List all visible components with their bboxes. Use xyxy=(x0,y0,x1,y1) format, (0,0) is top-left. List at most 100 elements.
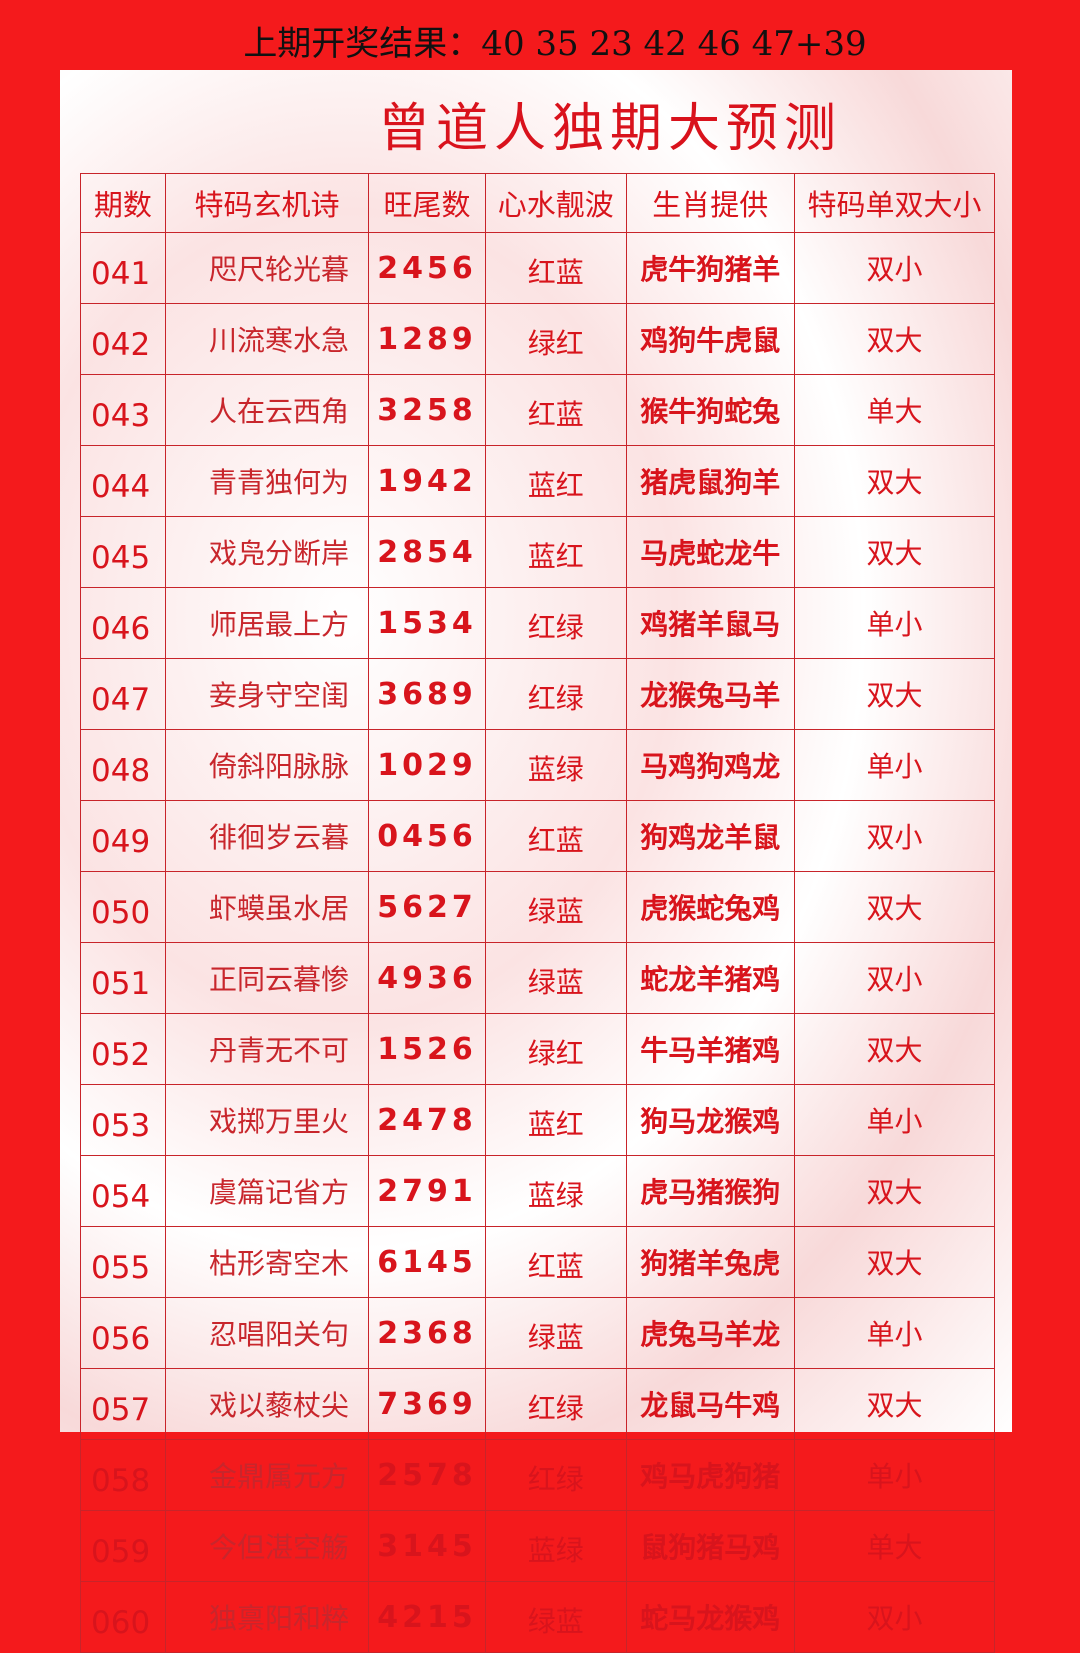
cell-poem: 虞篇记省方 xyxy=(164,1155,370,1227)
cell-wave-color: 绿蓝 xyxy=(484,942,627,1014)
cell-zodiac: 猪虎鼠狗羊 xyxy=(625,445,795,517)
cell-issue: 041 xyxy=(80,232,166,304)
cell-issue: 056 xyxy=(80,1297,166,1369)
cell-issue: 055 xyxy=(80,1226,166,1298)
column-header-odd-even-size: 特码单双大小 xyxy=(793,173,996,233)
cell-odd-even-size: 单小 xyxy=(793,1084,996,1156)
cell-issue: 046 xyxy=(80,587,166,659)
cell-lucky-tail: 1942 xyxy=(368,445,486,517)
cell-lucky-tail: 3258 xyxy=(368,374,486,446)
cell-issue: 053 xyxy=(80,1084,166,1156)
cell-lucky-tail: 1526 xyxy=(368,1013,486,1085)
cell-poem: 人在云西角 xyxy=(164,374,370,446)
cell-lucky-tail: 2456 xyxy=(368,232,486,304)
cell-wave-color: 红蓝 xyxy=(484,1226,627,1298)
cell-issue: 044 xyxy=(80,445,166,517)
cell-poem: 丹青无不可 xyxy=(164,1013,370,1085)
table-row: 045 戏凫分断岸 2854 蓝红 马虎蛇龙牛 双大 xyxy=(80,516,996,588)
cell-wave-color: 红蓝 xyxy=(484,800,627,872)
cell-odd-even-size: 单小 xyxy=(793,587,996,659)
cell-odd-even-size: 单小 xyxy=(793,729,996,801)
table-row: 049 徘徊岁云暮 0456 红蓝 狗鸡龙羊鼠 双小 xyxy=(80,800,996,872)
cell-lucky-tail: 6145 xyxy=(368,1226,486,1298)
table-row: 055 枯形寄空木 6145 红蓝 狗猪羊兔虎 双大 xyxy=(80,1226,996,1298)
table-row: 050 虾蟆虽水居 5627 绿蓝 虎猴蛇兔鸡 双大 xyxy=(80,871,996,943)
cell-zodiac: 狗鸡龙羊鼠 xyxy=(625,800,795,872)
cell-poem: 枯形寄空木 xyxy=(164,1226,370,1298)
cell-wave-color: 绿蓝 xyxy=(484,1297,627,1369)
cell-zodiac: 龙猴兔马羊 xyxy=(625,658,795,730)
cell-poem: 川流寒水急 xyxy=(164,303,370,375)
table-row: 042 川流寒水急 1289 绿红 鸡狗牛虎鼠 双大 xyxy=(80,303,996,375)
prediction-table: 期数 特码玄机诗 旺尾数 心水靓波 生肖提供 特码单双大小 041 咫尺轮光暮 2456 红蓝虎… xyxy=(80,173,996,1653)
cell-wave-color: 红蓝 xyxy=(484,232,627,304)
cell-issue: 042 xyxy=(80,303,166,375)
table-row: 052 丹青无不可 1526 绿红 牛马羊猪鸡 双大 xyxy=(80,1013,996,1085)
cell-odd-even-size: 单小 xyxy=(793,1297,996,1369)
cell-zodiac: 马虎蛇龙牛 xyxy=(625,516,795,588)
cell-zodiac: 蛇龙羊猪鸡 xyxy=(625,942,795,1014)
column-header-poem: 特码玄机诗 xyxy=(164,173,370,233)
page-title: 曾道人独期大预测 xyxy=(377,99,842,159)
cell-poem: 虾蟆虽水居 xyxy=(164,871,370,943)
cell-lucky-tail: 1289 xyxy=(368,303,486,375)
cell-issue: 054 xyxy=(80,1155,166,1227)
table-row: 044 青青独何为 1942 蓝红 猪虎鼠狗羊 双大 xyxy=(80,445,996,517)
cell-odd-even-size: 双大 xyxy=(793,871,996,943)
cell-zodiac: 鸡猪羊鼠马 xyxy=(625,587,795,659)
cell-odd-even-size: 单小 xyxy=(793,1439,996,1511)
cell-lucky-tail: 1534 xyxy=(368,587,486,659)
table-row: 054 虞篇记省方 2791 蓝绿 虎马猪猴狗 双大 xyxy=(80,1155,996,1227)
cell-zodiac: 鼠狗猪马鸡 xyxy=(625,1510,795,1582)
cell-wave-color: 绿红 xyxy=(484,303,627,375)
table-row: 060 独禀阳和粹 4215 绿蓝 蛇马龙猴鸡 双小 xyxy=(80,1581,996,1653)
cell-zodiac: 鸡狗牛虎鼠 xyxy=(625,303,795,375)
cell-wave-color: 红绿 xyxy=(484,658,627,730)
table-row: 048 倚斜阳脉脉 1029 蓝绿 马鸡狗鸡龙 单小 xyxy=(80,729,996,801)
cell-issue: 059 xyxy=(80,1510,166,1582)
cell-issue: 052 xyxy=(80,1013,166,1085)
cell-poem: 师居最上方 xyxy=(164,587,370,659)
cell-zodiac: 马鸡狗鸡龙 xyxy=(625,729,795,801)
table-header-row: 期数 特码玄机诗 旺尾数 心水靓波 生肖提供 特码单双大小 xyxy=(80,173,996,233)
cell-lucky-tail: 1029 xyxy=(368,729,486,801)
cell-issue: 043 xyxy=(80,374,166,446)
cell-poem: 倚斜阳脉脉 xyxy=(164,729,370,801)
cell-wave-color: 蓝绿 xyxy=(484,729,627,801)
cell-wave-color: 绿蓝 xyxy=(484,1581,627,1653)
table-row: 057 戏以藜杖尖 7369 红绿 龙鼠马牛鸡 双大 xyxy=(80,1368,996,1440)
cell-poem: 金鼎属元方 xyxy=(164,1439,370,1511)
cell-issue: 060 xyxy=(80,1581,166,1653)
cell-odd-even-size: 单大 xyxy=(793,374,996,446)
cell-odd-even-size: 双大 xyxy=(793,1155,996,1227)
cell-wave-color: 蓝红 xyxy=(484,1084,627,1156)
cell-zodiac: 虎猴蛇兔鸡 xyxy=(625,871,795,943)
column-header-lucky-tail: 旺尾数 xyxy=(368,173,486,233)
cell-wave-color: 蓝绿 xyxy=(484,1155,627,1227)
cell-lucky-tail: 7369 xyxy=(368,1368,486,1440)
column-header-zodiac: 生肖提供 xyxy=(625,173,795,233)
cell-poem: 忍唱阳关句 xyxy=(164,1297,370,1369)
cell-poem: 戏凫分断岸 xyxy=(164,516,370,588)
cell-odd-even-size: 双大 xyxy=(793,516,996,588)
cell-lucky-tail: 3145 xyxy=(368,1510,486,1582)
cell-zodiac: 龙鼠马牛鸡 xyxy=(625,1368,795,1440)
cell-zodiac: 狗猪羊兔虎 xyxy=(625,1226,795,1298)
cell-odd-even-size: 双大 xyxy=(793,658,996,730)
cell-zodiac: 虎牛狗猪羊 xyxy=(625,232,795,304)
cell-odd-even-size: 双小 xyxy=(793,800,996,872)
table-row: 056 忍唱阳关句 2368 绿蓝 虎兔马羊龙 单小 xyxy=(80,1297,996,1369)
cell-wave-color: 绿红 xyxy=(484,1013,627,1085)
column-header-issue: 期数 xyxy=(80,173,166,233)
cell-issue: 047 xyxy=(80,658,166,730)
cell-zodiac: 鸡马虎狗猪 xyxy=(625,1439,795,1511)
table-row: 041 咫尺轮光暮 2456 红蓝 虎牛狗猪羊 双小 xyxy=(80,232,996,304)
cell-poem: 妾身守空闺 xyxy=(164,658,370,730)
cell-wave-color: 绿蓝 xyxy=(484,871,627,943)
last-draw-result: 上期开奖结果：40 35 23 42 46 47+39 xyxy=(243,24,867,64)
table-row: 043 人在云西角 3258 红蓝 猴牛狗蛇兔 单大 xyxy=(80,374,996,446)
cell-issue: 051 xyxy=(80,942,166,1014)
table-row: 046 师居最上方 1534 红绿 鸡猪羊鼠马 单小 xyxy=(80,587,996,659)
cell-odd-even-size: 双大 xyxy=(793,1226,996,1298)
cell-lucky-tail: 4215 xyxy=(368,1581,486,1653)
